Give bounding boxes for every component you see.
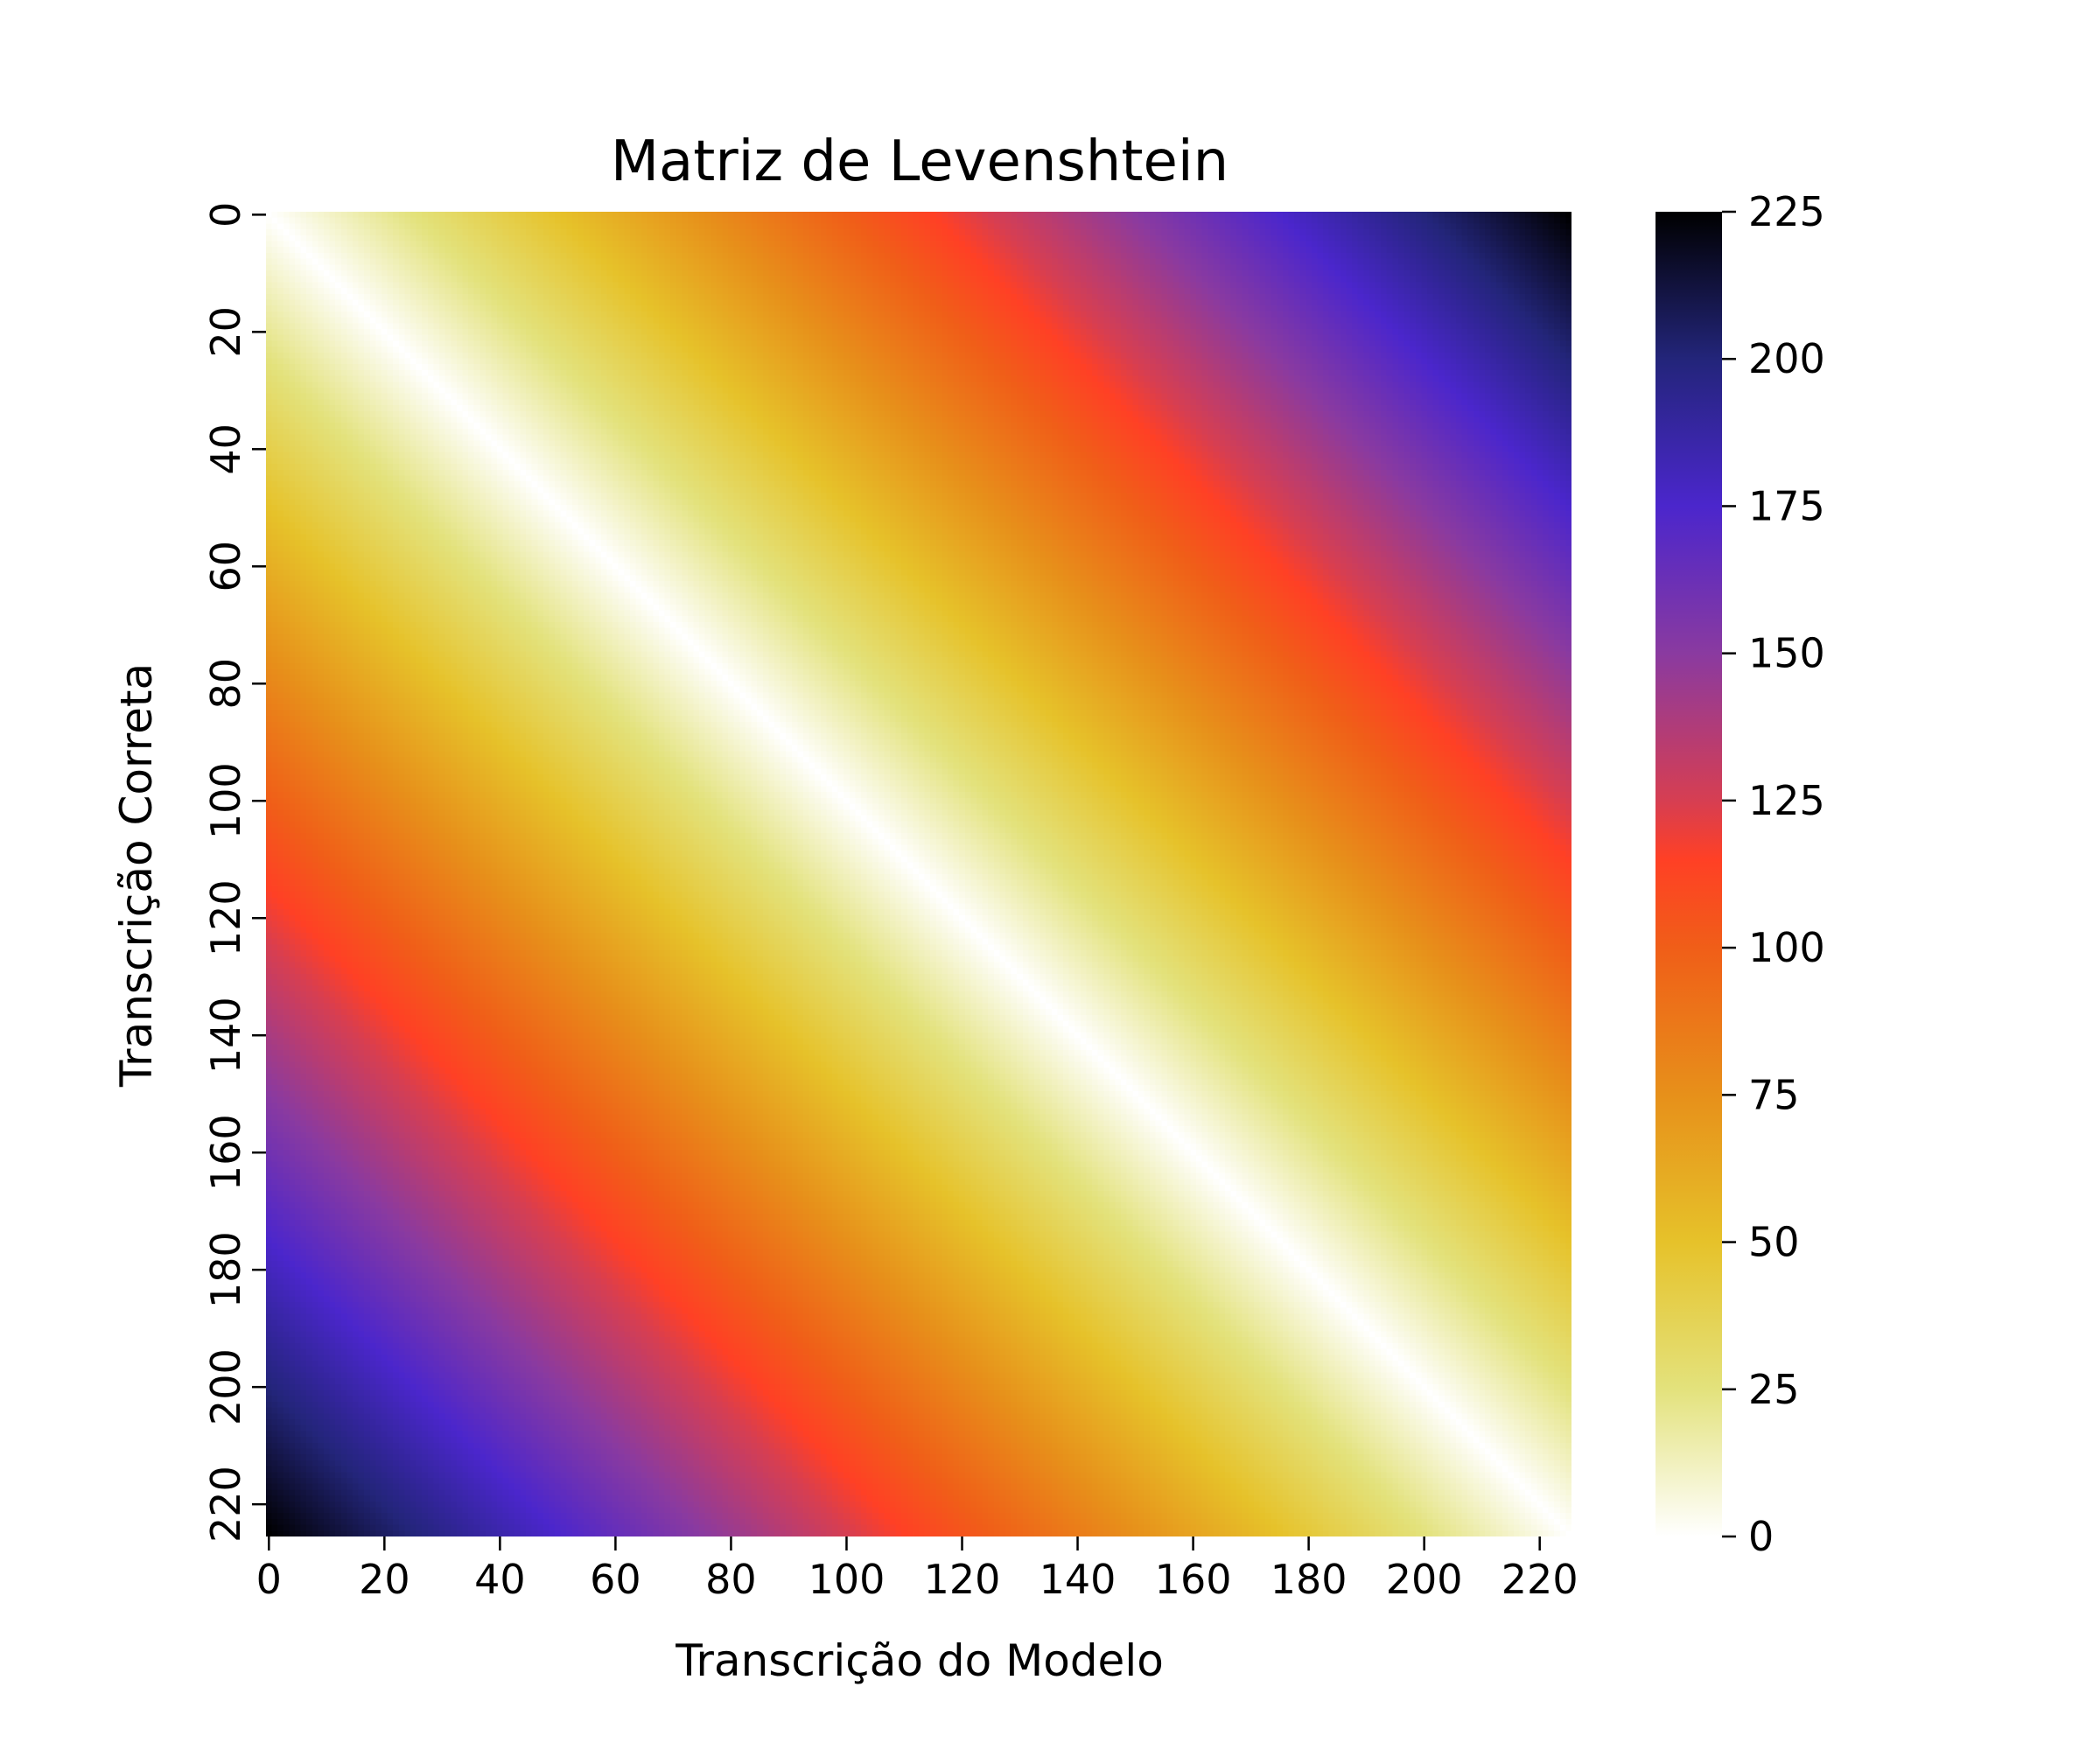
y-tick-label: 140 <box>202 997 249 1074</box>
y-tick-label: 220 <box>202 1466 249 1543</box>
x-axis-label: Transcrição do Modelo <box>675 1635 1164 1686</box>
y-tick-label: 80 <box>202 658 249 710</box>
y-tick-label: 60 <box>202 541 249 592</box>
colorbar-tick-label: 175 <box>1748 482 1825 529</box>
colorbar-tick-label: 0 <box>1748 1513 1774 1560</box>
colorbar: 0 25 50 75 100 125 150 175 200 225 <box>1656 188 1825 1560</box>
chart-title: Matriz de Levenshtein <box>611 130 1228 194</box>
y-axis: 0 20 40 60 80 100 120 140 160 180 200 220 <box>202 202 266 1543</box>
y-tick-label: 160 <box>202 1114 249 1191</box>
y-tick-label: 180 <box>202 1231 249 1308</box>
x-tick-label: 100 <box>808 1556 886 1603</box>
x-tick-label: 20 <box>359 1556 410 1603</box>
colorbar-tick-label: 225 <box>1748 188 1825 235</box>
colorbar-tick-label: 75 <box>1748 1071 1800 1118</box>
y-tick-label: 40 <box>202 424 249 475</box>
colorbar-tick-label: 125 <box>1748 777 1825 824</box>
y-tick-label: 100 <box>202 762 249 839</box>
x-tick-label: 220 <box>1502 1556 1578 1603</box>
x-tick-label: 160 <box>1155 1556 1232 1603</box>
y-tick-label: 200 <box>202 1348 249 1425</box>
colorbar-tick-label: 100 <box>1748 924 1825 971</box>
colorbar-tick-label: 50 <box>1748 1219 1800 1266</box>
x-tick-label: 60 <box>590 1556 641 1603</box>
y-tick-label: 120 <box>202 879 249 956</box>
x-axis: 0 20 40 60 80 100 120 140 160 180 200 220 <box>256 1536 1578 1603</box>
x-tick-label: 200 <box>1386 1556 1463 1603</box>
y-tick-label: 20 <box>202 306 249 358</box>
y-axis-label: Transcrição Correta <box>111 663 162 1088</box>
x-tick-label: 0 <box>256 1556 282 1603</box>
colorbar-tick-label: 200 <box>1748 335 1825 382</box>
colorbar-tick-label: 150 <box>1748 630 1825 677</box>
x-tick-label: 80 <box>705 1556 757 1603</box>
heatmap-image <box>266 212 1572 1536</box>
colorbar-gradient <box>1656 212 1722 1536</box>
x-tick-label: 40 <box>474 1556 526 1603</box>
heatmap-cells <box>266 212 1572 1536</box>
x-tick-label: 120 <box>924 1556 1001 1603</box>
x-tick-label: 180 <box>1270 1556 1348 1603</box>
x-tick-label: 140 <box>1040 1556 1116 1603</box>
colorbar-tick-label: 25 <box>1748 1366 1800 1413</box>
y-tick-label: 0 <box>202 202 249 228</box>
